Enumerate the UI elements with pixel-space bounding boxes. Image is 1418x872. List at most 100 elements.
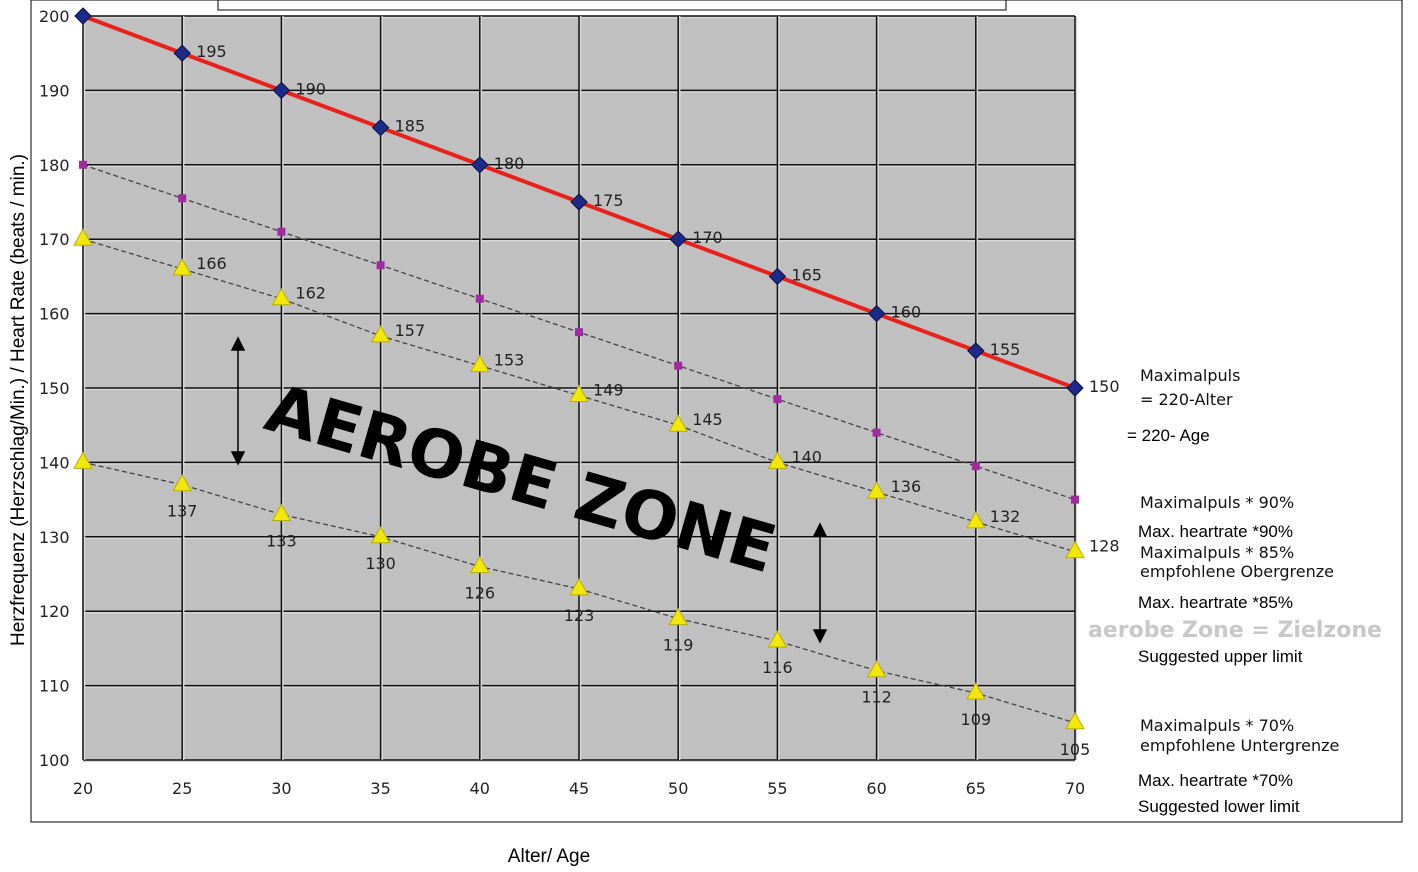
marker-triangle [866,481,887,499]
data-label: 126 [465,584,496,603]
legend-p70-en-1: Max. heartrate *70% [1138,771,1293,790]
marker-triangle [73,228,93,246]
x-axis-title: Alter/ Age [508,846,590,867]
legend-zone-de: aerobe Zone = Zielzone [1088,618,1382,643]
marker-triangle [370,324,391,343]
data-label: 112 [861,688,892,707]
y-tick-label: 200 [39,7,70,26]
data-label: 165 [791,265,822,284]
data-label: 123 [564,606,595,625]
legend-p90-de: Maximalpuls * 90% [1140,493,1294,512]
marker-triangle [469,354,490,373]
data-label: 175 [593,191,624,210]
legend-p90-en: Max. heartrate *90% [1138,522,1293,541]
data-label: 132 [990,507,1021,526]
marker-diamond [1066,379,1084,397]
marker-square [475,294,484,303]
legend-p85-en-1: Max. heartrate *85% [1138,593,1293,612]
marker-triangle [965,510,986,529]
range-arrow-left [230,336,246,466]
legend-max-de-2: = 220-Alter [1140,390,1233,409]
data-label: 170 [692,228,723,247]
x-tick-label: 30 [271,779,291,798]
x-tick-label: 35 [370,779,390,798]
axis-ticks: 100 110 120 130 140 150 160 170 180 190 200 20 25 30 3… [39,7,1085,798]
y-tick-label: 110 [39,677,70,696]
header-box-remnant [217,0,1007,11]
x-tick-label: 55 [767,779,787,798]
range-arrow-right [812,522,828,644]
x-tick-label: 40 [470,779,490,798]
marker-triangle [668,607,689,626]
data-label: 185 [395,117,426,136]
marker-triangle [965,682,986,700]
legend-p85-de-2: empfohlene Obergrenze [1140,562,1334,581]
data-label: 160 [891,303,922,322]
legend-p70-de-2: empfohlene Untergrenze [1140,736,1339,755]
marker-triangle [1065,711,1085,730]
data-label: 149 [593,380,624,399]
marker-triangle [668,414,689,432]
data-label: 137 [167,502,198,521]
data-label: 140 [791,447,822,466]
data-label: 153 [494,351,525,370]
legend-max-en: = 220- Age [1127,426,1210,445]
marker-square [1071,495,1079,504]
x-tick-label: 20 [73,779,93,798]
marker-triangle [73,451,93,469]
marker-square [178,194,187,203]
data-label: 109 [961,710,992,729]
marker-diamond [74,7,92,25]
x-tick-label: 50 [668,779,688,798]
y-tick-label: 120 [39,602,70,621]
marker-square [872,428,881,437]
data-label: 128 [1089,537,1120,556]
marker-triangle [569,577,589,596]
data-label: 180 [494,154,525,173]
data-label: 105 [1060,740,1091,759]
marker-diamond [570,193,588,211]
marker-triangle [271,503,292,521]
x-tick-label: 25 [172,779,192,798]
marker-diamond [471,156,489,174]
y-tick-label: 190 [39,81,70,100]
data-label: 119 [663,636,694,655]
marker-square [376,261,385,270]
marker-square [79,160,87,169]
marker-triangle [866,659,887,678]
grid [82,15,1078,763]
legend: Maximalpuls = 220-Alter = 220- Age Maxim… [1088,366,1382,816]
y-tick-label: 170 [39,230,70,249]
data-label: 162 [295,284,326,303]
series-markers [73,7,1085,730]
legend-p70-de-1: Maximalpuls * 70% [1140,716,1294,735]
data-label: 136 [891,477,922,496]
marker-triangle [271,287,292,306]
marker-square [674,361,683,370]
marker-triangle [370,525,391,544]
x-tick-label: 45 [569,779,589,798]
marker-square [575,328,583,337]
y-tick-label: 160 [39,305,70,324]
legend-p85-en-2: Suggested upper limit [1138,647,1303,666]
marker-diamond [371,118,390,137]
x-tick-label: 70 [1065,779,1085,798]
x-tick-label: 65 [966,779,986,798]
marker-triangle [172,473,193,492]
marker-square [277,227,286,236]
legend-p85-de-1: Maximalpuls * 85% [1140,543,1294,562]
data-label: 190 [295,79,326,98]
x-tick-label: 60 [866,779,886,798]
data-label: 116 [762,658,793,677]
legend-max-de-1: Maximalpuls [1140,366,1240,385]
marker-triangle [172,257,193,276]
marker-diamond [272,81,291,100]
y-tick-label: 140 [39,453,70,472]
data-label: 130 [365,554,396,573]
marker-square [773,395,782,404]
y-axis-title: Herzfrequenz (Herzschlag/Min.) / Heart R… [8,154,29,646]
y-tick-label: 180 [39,156,70,175]
marker-diamond [669,230,687,248]
data-label: 166 [196,254,227,273]
marker-square [971,462,980,471]
